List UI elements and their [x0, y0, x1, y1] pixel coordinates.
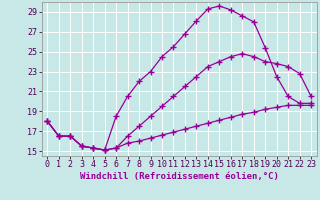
X-axis label: Windchill (Refroidissement éolien,°C): Windchill (Refroidissement éolien,°C) [80, 172, 279, 181]
